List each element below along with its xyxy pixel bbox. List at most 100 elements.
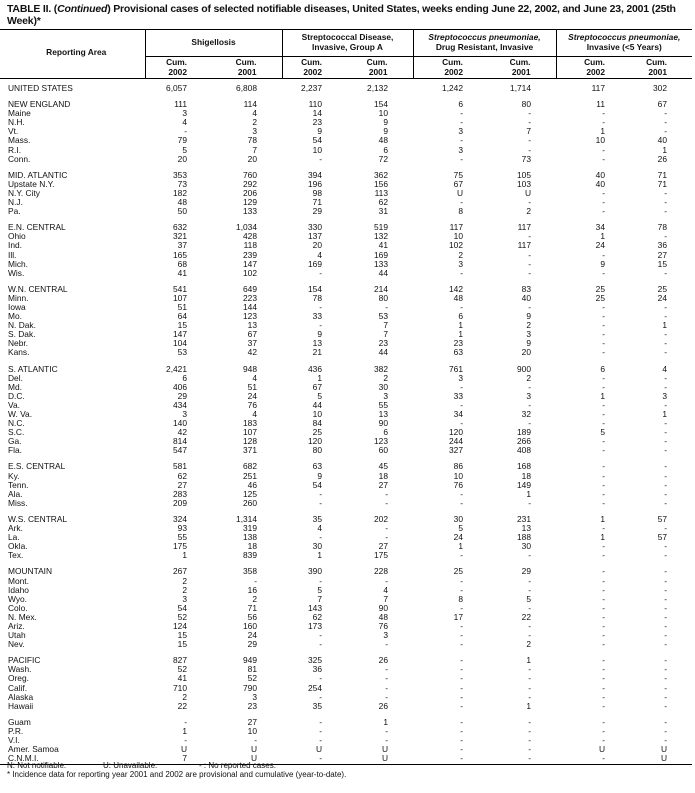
cell-value: - bbox=[385, 575, 388, 586]
reporting-area-name: MOUNTAIN bbox=[8, 566, 53, 577]
cell-value: 23 bbox=[378, 338, 388, 349]
reporting-area-name: Kans. bbox=[8, 347, 30, 358]
cell-value: - bbox=[319, 153, 322, 164]
cell-value: - bbox=[602, 418, 605, 429]
title-continued: Continued bbox=[57, 3, 108, 15]
reporting-area-name: NEW ENGLAND bbox=[8, 99, 71, 110]
cell-value: - bbox=[602, 197, 605, 208]
cell-value: 57 bbox=[657, 513, 667, 524]
cell-value: - bbox=[528, 620, 531, 631]
cell-value: 24 bbox=[247, 630, 257, 641]
cell-value: 31 bbox=[378, 206, 388, 217]
cell-value: 948 bbox=[243, 363, 257, 374]
cell-value: 76 bbox=[247, 399, 257, 410]
table-row: MOUNTAIN 267 358 390 228 25 29 - - bbox=[0, 560, 692, 576]
cell-value: 140 bbox=[173, 418, 187, 429]
reporting-area-name: Conn. bbox=[8, 153, 31, 164]
cell-value: 67 bbox=[453, 178, 463, 189]
cell-value: - bbox=[664, 187, 667, 198]
cell-value: - bbox=[602, 409, 605, 419]
table-row: Ala. 283 125 - - - 1 - - bbox=[0, 488, 692, 499]
cell-value: 3 bbox=[383, 390, 388, 401]
cell-value: 1 bbox=[182, 550, 187, 561]
cell-value: - bbox=[602, 550, 605, 561]
cell-value: 34 bbox=[453, 409, 463, 419]
cell-value: 75 bbox=[453, 169, 463, 180]
cell-value: 55 bbox=[177, 532, 187, 543]
cell-value: - bbox=[664, 593, 667, 604]
cell-value: 142 bbox=[449, 283, 463, 294]
cell-value: - bbox=[528, 418, 531, 429]
cell-value: - bbox=[664, 630, 667, 641]
cell-value: 33 bbox=[453, 390, 463, 401]
cell-value: 168 bbox=[517, 461, 531, 472]
cell-value: - bbox=[460, 497, 463, 508]
cell-value: 196 bbox=[308, 178, 322, 189]
cell-value: 71 bbox=[657, 169, 667, 180]
cell-value: 76 bbox=[453, 479, 463, 490]
cell-value: - bbox=[385, 664, 388, 675]
cell-value: 3 bbox=[458, 144, 463, 155]
cell-value: 9 bbox=[526, 338, 531, 349]
cell-value: 35 bbox=[312, 700, 322, 711]
cell-value: - bbox=[664, 488, 667, 499]
cell-value: - bbox=[602, 338, 605, 349]
cell-value: - bbox=[460, 267, 463, 278]
cell-value: - bbox=[385, 639, 388, 650]
cell-value: 24 bbox=[657, 292, 667, 303]
reporting-area-name: Mo. bbox=[8, 311, 22, 322]
cell-value: 1 bbox=[182, 725, 187, 736]
cell-value: - bbox=[664, 566, 667, 577]
cell-value: 5 bbox=[526, 593, 531, 604]
cell-value: 390 bbox=[308, 566, 322, 577]
cell-value: 63 bbox=[453, 347, 463, 358]
cell-value: - bbox=[319, 497, 322, 508]
cell-value: - bbox=[460, 639, 463, 650]
reporting-area-name: P.R. bbox=[8, 725, 24, 736]
cell-value: 48 bbox=[378, 135, 388, 146]
cell-value: - bbox=[460, 691, 463, 702]
cell-value: 79 bbox=[177, 135, 187, 146]
cell-value: 7 bbox=[383, 329, 388, 340]
cell-value: 5 bbox=[458, 523, 463, 534]
cell-value: 48 bbox=[177, 197, 187, 208]
table-row: Vt. - 3 9 9 3 7 1 - bbox=[0, 127, 692, 136]
cell-value: 1 bbox=[662, 144, 667, 155]
cell-value: - bbox=[664, 523, 667, 534]
reporting-area-name: Oreg. bbox=[8, 673, 29, 684]
cell-value: - bbox=[664, 655, 667, 666]
table-row: N. Mex. 52 56 62 48 17 22 - - bbox=[0, 612, 692, 622]
cell-value: - bbox=[319, 267, 322, 278]
cell-value: - bbox=[528, 117, 531, 128]
cell-value: 2 bbox=[182, 584, 187, 595]
cell-value: 143 bbox=[308, 602, 322, 613]
cell-value: - bbox=[528, 135, 531, 146]
header-sub-5: Cum. 2001 bbox=[488, 56, 556, 79]
cell-value: 428 bbox=[243, 231, 257, 242]
table-row: S. ATLANTIC 2,421 948 436 382 761 900 6 4 bbox=[0, 358, 692, 374]
cell-value: 36 bbox=[312, 664, 322, 675]
cell-value: - bbox=[319, 735, 322, 745]
cell-value: 3 bbox=[252, 126, 257, 137]
cell-value: 4 bbox=[317, 523, 322, 534]
cell-value: 81 bbox=[247, 664, 257, 675]
cell-value: 117 bbox=[591, 83, 605, 93]
cell-value: 18 bbox=[521, 470, 531, 481]
cell-value: 324 bbox=[173, 513, 187, 524]
header-group-shigellosis: Shigellosis bbox=[144, 29, 282, 57]
reporting-area-name: S.C. bbox=[8, 427, 25, 438]
cell-value: 86 bbox=[453, 461, 463, 472]
cell-value: 2,237 bbox=[301, 83, 322, 93]
table-title: TABLE II. (Continued) Provisional cases … bbox=[7, 3, 692, 27]
table-row: Ga. 814 128 120 123 244 266 - - bbox=[0, 437, 692, 446]
cell-value: 254 bbox=[308, 682, 322, 693]
cell-value: - bbox=[602, 153, 605, 164]
cell-value: 24 bbox=[453, 532, 463, 543]
cell-value: U bbox=[660, 744, 667, 755]
cell-value: - bbox=[664, 347, 667, 358]
cell-value: 21 bbox=[312, 347, 322, 358]
cell-value: - bbox=[460, 620, 463, 631]
header-sub-4: Cum. 2002 bbox=[412, 56, 488, 79]
cell-value: 3 bbox=[458, 126, 463, 137]
cell-value: 371 bbox=[243, 445, 257, 456]
